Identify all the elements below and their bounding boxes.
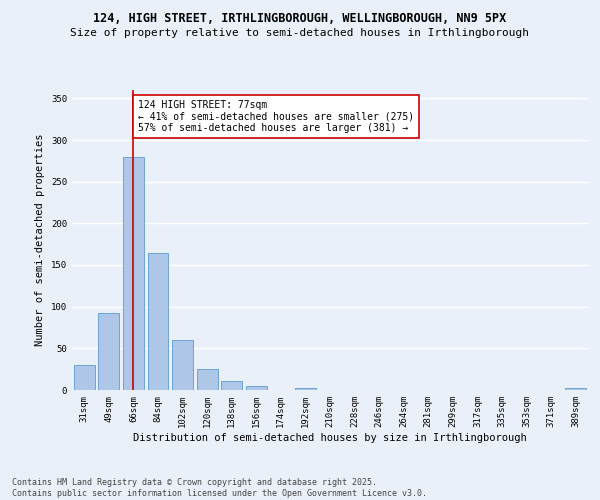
Bar	[197, 369, 218, 390]
X-axis label: Distribution of semi-detached houses by size in Irthlingborough: Distribution of semi-detached houses by …	[133, 432, 527, 442]
Bar	[123, 156, 144, 390]
Y-axis label: Number of semi-detached properties: Number of semi-detached properties	[35, 134, 46, 346]
Text: 124 HIGH STREET: 77sqm
← 41% of semi-detached houses are smaller (275)
57% of se: 124 HIGH STREET: 77sqm ← 41% of semi-det…	[139, 100, 415, 133]
Bar	[172, 340, 193, 390]
Bar	[221, 381, 242, 390]
Text: 124, HIGH STREET, IRTHLINGBOROUGH, WELLINGBOROUGH, NN9 5PX: 124, HIGH STREET, IRTHLINGBOROUGH, WELLI…	[94, 12, 506, 26]
Bar	[295, 388, 316, 390]
Text: Contains HM Land Registry data © Crown copyright and database right 2025.
Contai: Contains HM Land Registry data © Crown c…	[12, 478, 427, 498]
Text: Size of property relative to semi-detached houses in Irthlingborough: Size of property relative to semi-detach…	[71, 28, 530, 38]
Bar	[148, 252, 169, 390]
Bar	[98, 312, 119, 390]
Bar	[74, 365, 95, 390]
Bar	[565, 388, 586, 390]
Bar	[246, 386, 267, 390]
